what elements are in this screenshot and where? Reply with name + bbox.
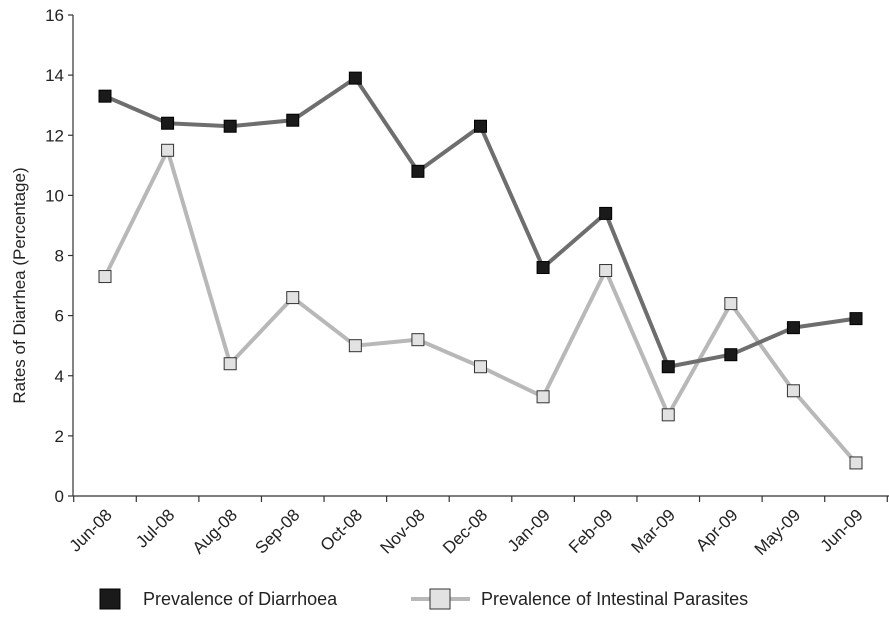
data-point: [661, 408, 675, 422]
data-point: [599, 264, 613, 278]
y-tick-label: 12: [45, 126, 64, 145]
data-point: [536, 390, 550, 404]
data-point: [411, 164, 425, 178]
y-tick-label: 10: [45, 186, 64, 205]
x-tick-label: Feb-09: [565, 505, 617, 557]
x-tick-label: Apr-09: [692, 505, 742, 555]
x-tick-label: Aug-08: [189, 505, 241, 557]
x-tick-label: Jan-09: [504, 505, 554, 555]
legend-label-diarrhoea: Prevalence of Diarrhoea: [143, 589, 338, 609]
y-tick-label: 0: [55, 487, 64, 506]
legend-label-parasites: Prevalence of Intestinal Parasites: [481, 589, 748, 609]
data-point: [223, 119, 237, 133]
data-point: [661, 360, 675, 374]
data-point: [786, 321, 800, 335]
y-tick-label: 14: [45, 66, 64, 85]
legend-swatch-parasites: [429, 588, 451, 610]
data-point: [474, 119, 487, 133]
data-point: [98, 89, 112, 103]
data-point: [536, 261, 550, 275]
data-point: [348, 339, 362, 353]
data-point: [98, 270, 112, 284]
series-0: [98, 71, 863, 374]
y-axis-label: Rates of Diarrhea (Percentage): [10, 167, 29, 403]
data-point: [724, 297, 738, 311]
legend-swatch-diarrhoea: [99, 588, 121, 610]
data-point: [599, 206, 613, 220]
y-tick-label: 8: [55, 247, 64, 266]
data-point: [411, 333, 425, 347]
x-tick-label: Oct-08: [317, 505, 367, 555]
x-tick-label: May-09: [751, 505, 805, 559]
x-tick-label: Jun-08: [66, 505, 116, 555]
data-point: [161, 143, 175, 157]
data-point: [724, 348, 738, 362]
x-tick-label: Sep-08: [251, 505, 303, 557]
x-tick-label: Nov-08: [377, 505, 429, 557]
x-tick-label: Dec-08: [439, 505, 491, 557]
data-point: [786, 384, 800, 398]
data-point: [348, 71, 362, 85]
y-tick-label: 2: [55, 427, 64, 446]
data-point: [286, 291, 300, 305]
data-point: [849, 456, 863, 470]
x-tick-label: Jul-08: [132, 505, 178, 551]
data-point: [849, 312, 863, 326]
data-point: [223, 357, 237, 371]
y-tick-label: 6: [55, 307, 64, 326]
y-tick-label: 4: [55, 367, 64, 386]
x-tick-label: Mar-09: [628, 505, 680, 557]
y-tick-label: 16: [45, 6, 64, 25]
data-point: [474, 360, 487, 374]
series-line: [103, 148, 858, 465]
x-tick-label: Jun-09: [817, 505, 867, 555]
series-1: [98, 143, 863, 470]
data-point: [161, 116, 175, 130]
data-point: [286, 113, 300, 127]
